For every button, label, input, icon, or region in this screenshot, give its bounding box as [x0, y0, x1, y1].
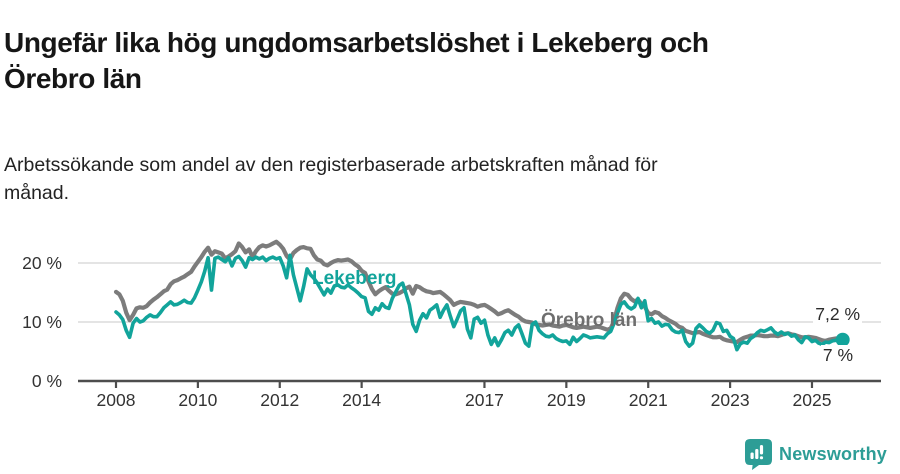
chart-subtitle: Arbetssökande som andel av den registerb…: [4, 151, 824, 207]
y-tick-label: 20 %: [22, 253, 62, 273]
end-value-label-orebro: 7,2 %: [813, 304, 862, 325]
series-line-lekeberg: [114, 253, 845, 352]
x-tick-label: 2021: [629, 390, 668, 410]
subtitle-line-2: månad.: [4, 181, 70, 204]
x-tick-label: 2025: [793, 390, 832, 410]
newsworthy-badge-icon: [745, 439, 772, 470]
series-line-orebro: [113, 239, 845, 345]
y-tick-label: 0 %: [32, 371, 62, 391]
newsworthy-logo: Newsworthy: [745, 439, 887, 470]
x-tick-label: 2010: [178, 390, 217, 410]
x-tick-label: 2008: [97, 390, 136, 410]
newsworthy-wordmark: Newsworthy: [779, 444, 888, 464]
x-tick-label: 2019: [547, 390, 586, 410]
y-tick-label: 10 %: [22, 312, 62, 332]
title-line-2: Örebro län: [4, 62, 142, 94]
series-label-orebro: Örebro län: [541, 310, 638, 331]
subtitle-line-1: Arbetssökande som andel av den registerb…: [4, 153, 658, 176]
series-label-lekeberg: Lekeberg: [312, 268, 397, 289]
x-tick-label: 2017: [465, 390, 504, 410]
title-line-1: Ungefär lika hög ungdomsarbetslöshet i L…: [4, 26, 709, 58]
end-dot-lekeberg: [835, 332, 850, 347]
x-tick-label: 2012: [260, 390, 299, 410]
end-value-label-lekeberg: 7 %: [820, 345, 855, 366]
page-title: Ungefär lika hög ungdomsarbetslöshet i L…: [4, 25, 864, 97]
x-tick-label: 2023: [711, 390, 750, 410]
x-tick-label: 2014: [342, 390, 381, 410]
